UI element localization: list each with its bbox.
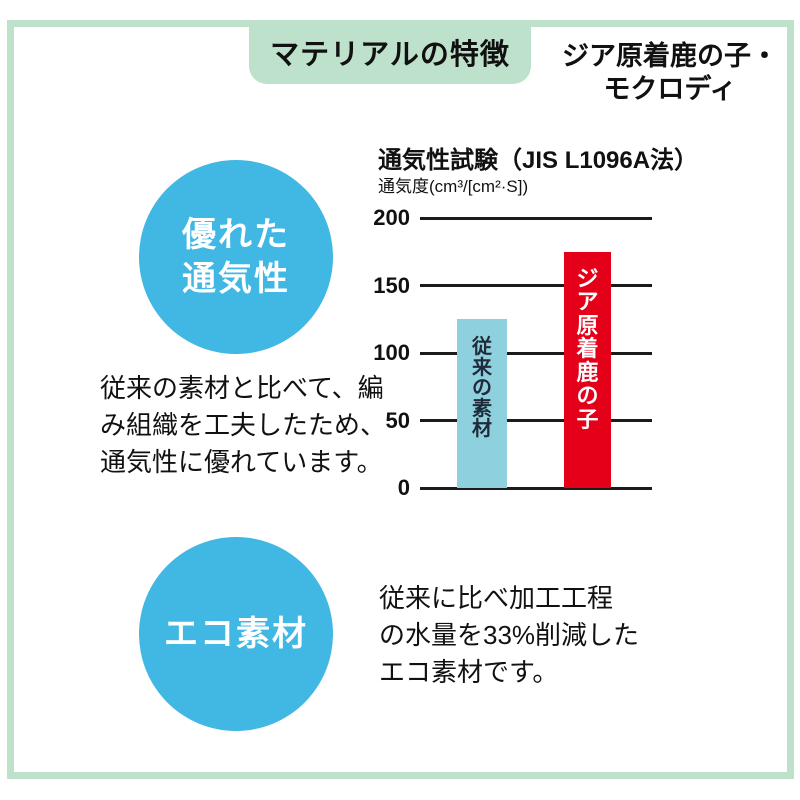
chart-ytick-label: 200 — [373, 205, 410, 230]
breathability-badge: 優れた 通気性 — [139, 160, 333, 354]
material-name-line2: モクロディ — [603, 74, 737, 104]
breathability-badge-line1: 優れた — [182, 216, 290, 254]
chart-gridline — [420, 486, 652, 490]
eco-description-line3: エコ素材です。 — [379, 657, 559, 687]
chart-gridline — [420, 351, 652, 355]
breathability-description: 従来の素材と比べて、編 み組織を工夫したため、 通気性に優れています。 — [100, 370, 386, 481]
breathability-badge-line2: 通気性 — [182, 260, 290, 298]
eco-badge: エコ素材 — [139, 537, 333, 731]
bar-gia-dope-dyed-kanoko: ジア原着鹿の子 — [564, 251, 611, 488]
chart-gridline — [420, 284, 652, 287]
chart-gridline — [420, 419, 652, 422]
eco-description-line2: の水量を33%削減した — [379, 620, 640, 650]
chart-ytick-label: 100 — [373, 340, 410, 365]
chart-unit-label: 通気度(cm³/[cm²·S]) — [378, 177, 529, 196]
chart-title: 通気性試験（JIS L1096A法） — [378, 147, 699, 174]
breathability-description-line3: 通気性に優れています。 — [100, 447, 383, 477]
bar-label-conventional-material: 従来の素材 — [472, 336, 492, 441]
chart-plot-area: 従来の素材 ジア原着鹿の子 0 50 100 150 200 — [373, 205, 652, 500]
chart-ytick-label: 150 — [373, 272, 410, 298]
eco-description: 従来に比べ加工工程 の水量を33%削減した エコ素材です。 — [379, 580, 639, 691]
bar-conventional-material: 従来の素材 — [457, 319, 507, 488]
chart-gridline — [420, 216, 652, 220]
eco-badge-label: エコ素材 — [164, 615, 308, 653]
breathability-description-line1: 従来の素材と比べて、編 — [100, 373, 384, 403]
section-title: マテリアルの特徴 — [270, 39, 510, 71]
chart-ytick-label: 50 — [385, 407, 410, 433]
bar-label-gia-dope-dyed-kanoko: ジア原着鹿の子 — [576, 265, 599, 432]
material-name-line1: ジア原着鹿の子・ — [562, 41, 778, 71]
eco-description-line1: 従来に比べ加工工程 — [379, 583, 614, 613]
chart-ytick-label: 0 — [397, 475, 410, 500]
section-header-tab: マテリアルの特徴 — [249, 20, 531, 84]
breathability-description-line2: み組織を工夫したため、 — [100, 410, 387, 440]
material-name: ジア原着鹿の子・ モクロディ — [545, 40, 795, 106]
